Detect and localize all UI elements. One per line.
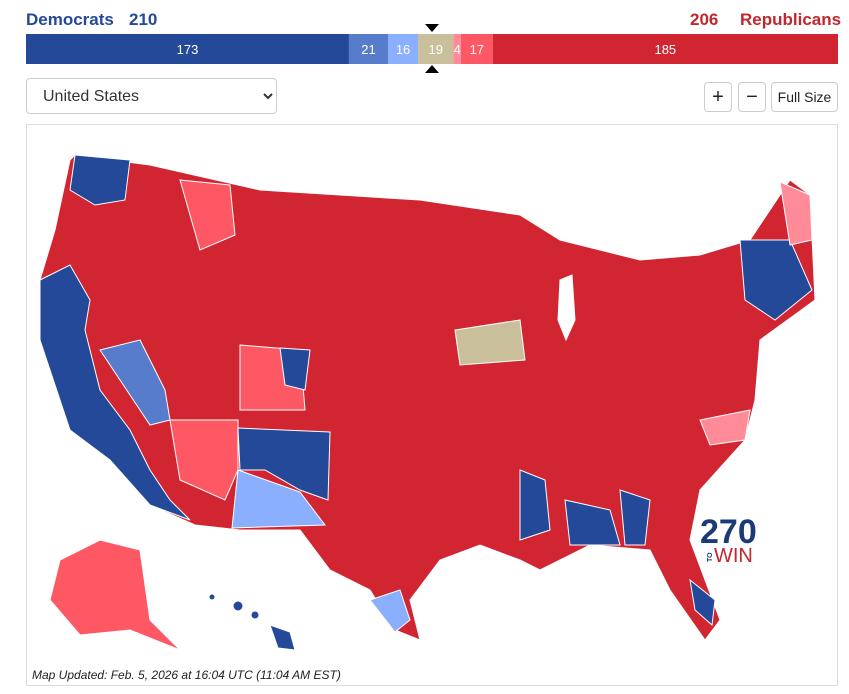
district-tan xyxy=(454,319,526,366)
segment-label: 19 xyxy=(428,42,442,57)
segment-label: 4 xyxy=(454,42,461,57)
logo-win: WIN xyxy=(714,545,753,567)
district-pink xyxy=(699,409,751,446)
rep-label: Republicans xyxy=(740,10,842,29)
bar-segment xyxy=(388,34,418,64)
hawaii xyxy=(208,593,216,601)
bar-segment xyxy=(453,34,461,64)
segment-label: 17 xyxy=(470,42,484,57)
district-pink xyxy=(169,419,239,501)
hawaii xyxy=(269,624,296,651)
district-pink xyxy=(779,181,813,246)
district-blue xyxy=(39,264,191,521)
segment-label: 185 xyxy=(654,42,676,57)
footnote: Map Updated: Feb. 5, 2026 at 16:04 UTC (… xyxy=(32,668,341,682)
dem-total: 210 xyxy=(129,10,158,29)
region-select[interactable]: United States xyxy=(26,78,277,114)
district-blue xyxy=(237,427,331,501)
rep-total: 206 xyxy=(690,10,719,29)
logo-number: 270 xyxy=(700,513,757,551)
alaska xyxy=(49,539,181,651)
segment-label: 21 xyxy=(361,42,375,57)
district-blue xyxy=(564,499,621,546)
district-blue xyxy=(279,347,311,391)
district-blue xyxy=(69,154,131,206)
segment-label: 16 xyxy=(396,42,410,57)
district-blue xyxy=(519,469,551,541)
district-sky xyxy=(369,589,411,633)
seat-bar: 173 21 16 19 4 17 185 xyxy=(26,24,838,73)
bar-segment xyxy=(418,34,454,64)
zoom-out[interactable]: − xyxy=(738,82,766,112)
district-sky xyxy=(231,469,326,529)
bar-segment xyxy=(460,34,493,64)
map-frame xyxy=(26,124,838,686)
dem-label: Democrats xyxy=(26,10,114,29)
zoom-in[interactable]: + xyxy=(704,82,732,112)
district-blue xyxy=(689,578,716,627)
district-blue xyxy=(619,489,651,546)
hawaii xyxy=(250,610,260,620)
marker-top xyxy=(425,24,439,32)
district-blue xyxy=(739,239,813,321)
bar-segment xyxy=(348,34,389,64)
district-pink xyxy=(179,179,236,251)
hawaii xyxy=(232,600,244,612)
lake-michigan xyxy=(557,274,576,342)
marker-bottom xyxy=(425,65,439,73)
segment-label: 173 xyxy=(177,42,199,57)
district-light xyxy=(99,339,171,426)
bar-segment xyxy=(492,34,838,64)
bar-segment xyxy=(26,34,349,64)
logo-to: TO xyxy=(707,552,714,562)
full-size[interactable]: Full Size xyxy=(771,82,838,112)
